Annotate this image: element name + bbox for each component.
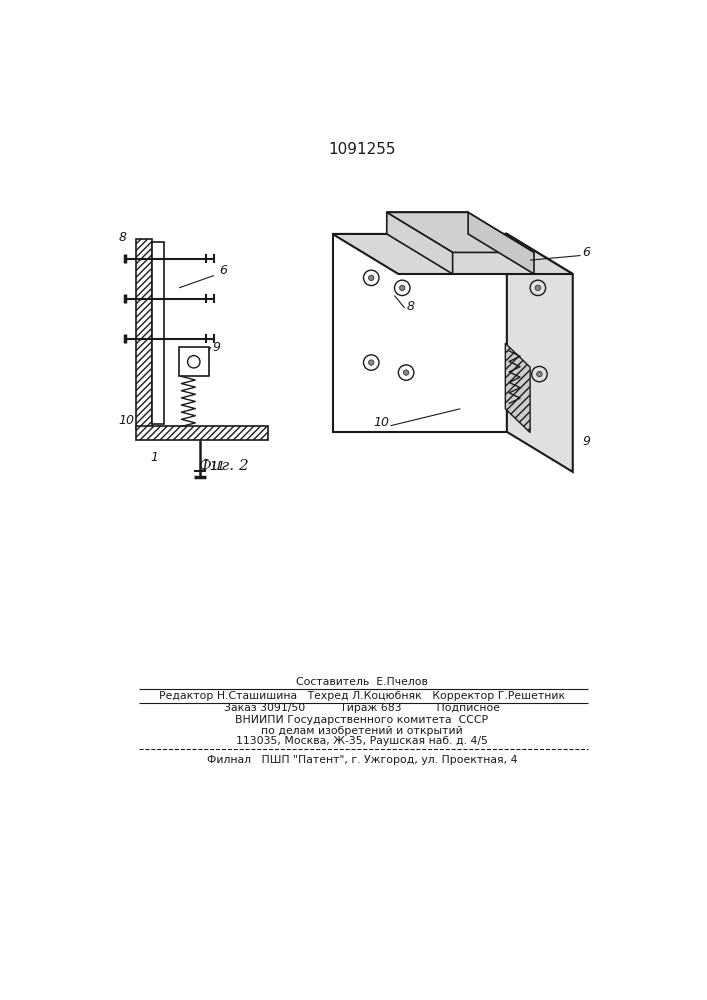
Bar — [387, 212, 468, 234]
Text: 6: 6 — [582, 246, 590, 259]
Circle shape — [368, 275, 374, 281]
Circle shape — [530, 280, 546, 296]
Circle shape — [363, 270, 379, 286]
Text: Редактор Н.Сташишина   Техред Л.Коцюбняк   Корректор Г.Решетник: Редактор Н.Сташишина Техред Л.Коцюбняк К… — [159, 691, 565, 701]
Bar — [179, 347, 209, 376]
Bar — [136, 239, 152, 428]
Polygon shape — [468, 212, 534, 274]
Circle shape — [398, 365, 414, 380]
Circle shape — [399, 285, 405, 291]
Text: по делам изобретений и открытий: по делам изобретений и открытий — [261, 726, 463, 736]
Polygon shape — [506, 343, 530, 433]
Circle shape — [535, 285, 541, 291]
Bar — [136, 426, 268, 440]
Text: 9: 9 — [212, 341, 221, 354]
Text: 1091255: 1091255 — [328, 142, 396, 157]
Text: Составитель  Е.Пчелов: Составитель Е.Пчелов — [296, 677, 428, 687]
Bar — [332, 234, 507, 432]
Polygon shape — [332, 234, 573, 274]
Text: Заказ 3091/50          Тираж 683          Подписное: Заказ 3091/50 Тираж 683 Подписное — [224, 703, 500, 713]
Text: 8: 8 — [406, 300, 414, 313]
Circle shape — [404, 370, 409, 375]
Polygon shape — [507, 234, 573, 472]
Text: 11: 11 — [209, 460, 226, 473]
Text: 9: 9 — [582, 435, 590, 448]
Circle shape — [395, 280, 410, 296]
Text: Фиг. 2: Фиг. 2 — [199, 460, 249, 474]
Text: 1: 1 — [151, 451, 158, 464]
Text: 6: 6 — [219, 264, 228, 277]
Text: 10: 10 — [118, 414, 134, 427]
Text: ВНИИПИ Государственного комитета  СССР: ВНИИПИ Государственного комитета СССР — [235, 715, 489, 725]
Circle shape — [187, 356, 200, 368]
Text: 113035, Москва, Ж-35, Раушская наб. д. 4/5: 113035, Москва, Ж-35, Раушская наб. д. 4… — [236, 736, 488, 746]
Text: Филнал   ПШП "Патент", г. Ужгород, ул. Проектная, 4: Филнал ПШП "Патент", г. Ужгород, ул. Про… — [206, 755, 518, 765]
Polygon shape — [387, 212, 534, 252]
Polygon shape — [387, 212, 452, 274]
Circle shape — [532, 366, 547, 382]
Circle shape — [368, 360, 374, 365]
Text: 10: 10 — [373, 416, 390, 429]
Text: 8: 8 — [119, 231, 127, 244]
Bar — [152, 242, 163, 424]
Circle shape — [537, 371, 542, 377]
Circle shape — [363, 355, 379, 370]
